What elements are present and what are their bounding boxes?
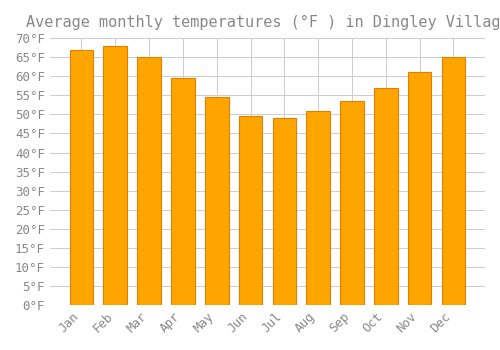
Bar [408, 72, 432, 305]
Bar [442, 57, 465, 305]
Bar [138, 57, 161, 305]
Title: Average monthly temperatures (°F ) in Dingley Village: Average monthly temperatures (°F ) in Di… [26, 15, 500, 30]
Bar [374, 88, 398, 305]
Bar [340, 101, 364, 305]
Bar [238, 116, 262, 305]
Bar [272, 118, 296, 305]
Bar [70, 50, 94, 305]
Bar [104, 46, 127, 305]
Bar [306, 111, 330, 305]
Bar [205, 97, 229, 305]
Bar [171, 78, 194, 305]
